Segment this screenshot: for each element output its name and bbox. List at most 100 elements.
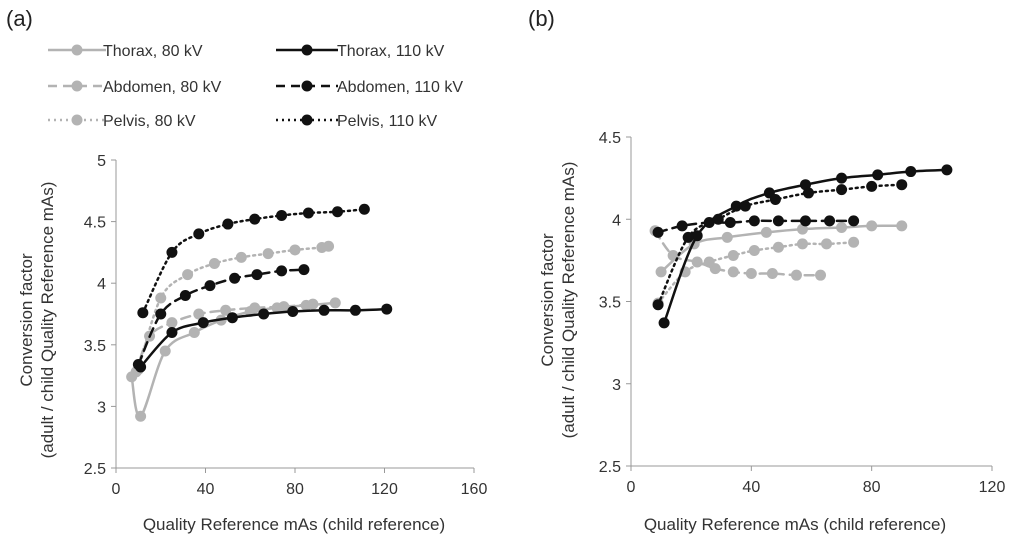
panel-a-point-pelvis-80-kv [155, 292, 167, 304]
panel-a-x-tick-label: 80 [286, 481, 304, 498]
legend-label-abdomen-110kv: Abdomen, 110 kV [337, 79, 463, 96]
panel-a-point-abdomen-110-kv [276, 265, 288, 277]
panel-b-x-tick-label: 0 [627, 479, 636, 496]
panel-a-point-pelvis-110-kv [276, 209, 288, 221]
panel-b-point-thorax-110-kv [691, 230, 703, 242]
panel-b-point-thorax-110-kv [872, 169, 884, 181]
panel-b-point-abdomen-80-kv [766, 268, 778, 280]
panel-a-series-pelvis-80-kv [132, 240, 335, 375]
panel-a-series-pelvis-110-kv [137, 203, 370, 319]
panel-b-point-thorax-110-kv [905, 166, 917, 178]
panel-b-point-abdomen-110-kv [724, 217, 736, 229]
panel-a-point-thorax-110-kv [349, 304, 361, 316]
panel-b-point-abdomen-110-kv [652, 226, 664, 238]
panel-b-point-pelvis-110-kv [652, 299, 664, 311]
panel-a-series-line-pelvis-110-kv [141, 208, 366, 315]
panel-a-point-thorax-80-kv [135, 410, 147, 422]
panel-b-x-tick-label: 120 [979, 479, 1006, 496]
panel-b-point-thorax-80-kv [655, 266, 667, 278]
panel-b-point-abdomen-110-kv [848, 215, 860, 227]
panel-a-label: (a) [6, 6, 33, 31]
panel-b-point-abdomen-80-kv [745, 268, 757, 280]
panel-a-y-tick-label: 2.5 [84, 461, 106, 478]
panel-a-point-pelvis-80-kv [208, 257, 220, 269]
panel-a-point-pelvis-80-kv [262, 248, 274, 260]
panel-b-y-axis-title-line-2: (adult / child Quality Reference mAs) [559, 162, 578, 439]
panel-b-point-thorax-110-kv [836, 172, 848, 184]
panel-a-point-pelvis-110-kv [358, 203, 370, 215]
panel-a-y-tick-label: 4 [97, 276, 106, 293]
panel-b-y-axis-title-line-1: Conversion factor [538, 233, 557, 367]
panel-b-point-pelvis-80-kv [772, 241, 784, 253]
panel-b-point-pelvis-80-kv [727, 249, 739, 261]
panel-b-point-pelvis-80-kv [821, 238, 833, 250]
panel-a-point-thorax-80-kv [159, 345, 171, 357]
panel-b-point-pelvis-80-kv [796, 238, 808, 250]
panel-a-y-axis-title-line-2: (adult / child Quality Reference mAs) [38, 182, 57, 459]
legend-label-pelvis-80kv: Pelvis, 80 kV [103, 113, 196, 130]
panel-b-point-pelvis-110-kv [866, 180, 878, 192]
panel-a-point-abdomen-80-kv [249, 302, 261, 314]
panel-a-x-tick-label: 0 [112, 481, 121, 498]
panel-b-plot-area: 2.5 3 3.5 4 4.5 0 40 80 120 [599, 130, 1006, 496]
panel-a-point-pelvis-110-kv [137, 307, 149, 319]
panel-b-point-thorax-80-kv [896, 220, 908, 232]
legend-label-pelvis-110kv: Pelvis, 110 kV [337, 113, 438, 130]
panel-a-point-abdomen-110-kv [298, 264, 310, 276]
panel-b-point-abdomen-80-kv [727, 266, 739, 278]
panel-b-series-abdomen-110-kv [652, 215, 860, 238]
panel-a-point-abdomen-110-kv [204, 280, 216, 292]
panel-b-point-thorax-110-kv [941, 164, 953, 176]
panel-a-y-axis-title-line-1: Conversion factor [17, 253, 36, 387]
panel-a-series-thorax-110-kv [135, 303, 393, 373]
panel-a-point-thorax-110-kv [226, 312, 238, 324]
legend-entry-pelvis-110kv: Pelvis, 110 kV [276, 113, 438, 130]
panel-a-x-tick-label: 160 [461, 481, 488, 498]
panel-a-y-tick-label: 3.5 [84, 338, 106, 355]
panel-b-point-thorax-80-kv [836, 221, 848, 233]
panel-b-y-tick-label: 2.5 [599, 459, 621, 476]
panel-a-point-abdomen-80-kv [193, 308, 205, 320]
panel-b-point-thorax-110-kv [658, 317, 670, 329]
panel-a-point-thorax-110-kv [258, 308, 270, 320]
panel-a-series-line-abdomen-80-kv [134, 302, 315, 374]
panel-a-point-thorax-110-kv [318, 304, 330, 316]
panel-a-point-pelvis-110-kv [332, 206, 344, 218]
panel-b-point-pelvis-110-kv [836, 184, 848, 196]
panel-b-series-thorax-110-kv [658, 164, 953, 329]
legend-marker-thorax-80kv [71, 44, 83, 56]
panel-b-point-abdomen-110-kv [676, 220, 688, 232]
panel-b-point-abdomen-110-kv [703, 217, 715, 229]
panel-a-point-thorax-80-kv [329, 297, 341, 309]
panel-a-point-abdomen-110-kv [251, 269, 263, 281]
panel-b-point-abdomen-110-kv [748, 215, 760, 227]
panel-b-y-tick-label: 3.5 [599, 295, 621, 312]
legend-entry-abdomen-80kv: Abdomen, 80 kV [48, 79, 222, 96]
panel-a-point-pelvis-110-kv [166, 246, 178, 258]
panel-a-y-tick-label: 3 [97, 399, 106, 416]
panel-b-y-tick-label: 4 [612, 212, 621, 229]
panel-b-point-pelvis-110-kv [739, 200, 751, 212]
panel-a-point-thorax-80-kv [188, 326, 200, 338]
panel-a-point-pelvis-80-kv [289, 244, 301, 256]
legend-entry-abdomen-110kv: Abdomen, 110 kV [276, 79, 463, 96]
legend-marker-abdomen-80kv [71, 80, 83, 92]
panel-b-point-thorax-80-kv [721, 231, 733, 243]
panel-b: (b) Conversion factor (adult / child Qua… [528, 6, 1005, 534]
panel-a-point-abdomen-80-kv [220, 304, 232, 316]
panel-a-series-abdomen-110-kv [132, 264, 310, 371]
panel-b-y-axis-title: Conversion factor (adult / child Quality… [538, 162, 578, 439]
legend-entry-pelvis-80kv: Pelvis, 80 kV [48, 113, 196, 130]
panel-a-point-pelvis-110-kv [249, 213, 261, 225]
panel-b-point-pelvis-80-kv [703, 256, 715, 268]
panel-b-label: (b) [528, 6, 555, 31]
panel-a-point-pelvis-110-kv [302, 207, 314, 219]
panel-a-point-pelvis-110-kv [222, 218, 234, 230]
panel-a-x-tick-label: 40 [197, 481, 215, 498]
panel-b-x-axis-title: Quality Reference mAs (child reference) [644, 515, 946, 534]
panel-b-point-pelvis-110-kv [712, 213, 724, 225]
panel-a-point-pelvis-80-kv [323, 240, 335, 252]
panel-a-x-axis-title: Quality Reference mAs (child reference) [143, 515, 445, 534]
panel-a-point-abdomen-80-kv [166, 317, 178, 329]
